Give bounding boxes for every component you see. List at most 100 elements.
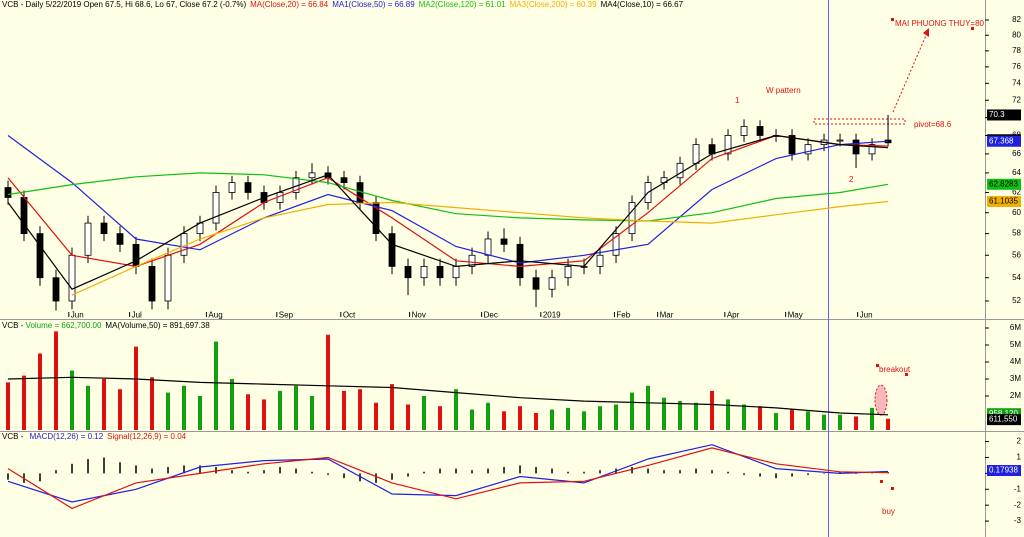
annotation: buy: [882, 507, 895, 516]
x-tick-label: Apr: [727, 311, 740, 320]
candle-body: [676, 162, 684, 179]
annotation: 1: [735, 96, 740, 105]
volume-bar: [278, 390, 283, 430]
candle-body: [868, 144, 876, 155]
marker: [971, 27, 974, 30]
y-tick-label: 3M: [1010, 374, 1021, 383]
volume-bar: [198, 395, 203, 430]
histogram-bar: [247, 471, 249, 474]
volume-bar: [678, 401, 683, 430]
histogram-bar: [407, 473, 409, 477]
y-tick-label: -1: [1014, 484, 1022, 493]
pivot-box: [813, 118, 906, 125]
histogram-bar: [631, 467, 633, 474]
value-box-label: 611,550: [989, 415, 1018, 424]
y-tick-label: 52: [1012, 296, 1021, 305]
arrow-head: [923, 28, 929, 37]
histogram-bar: [471, 470, 473, 474]
marker: [876, 364, 879, 367]
volume-bar: [118, 389, 123, 430]
x-tick-label: Feb: [616, 311, 630, 320]
volume-bar: [470, 409, 475, 430]
panel-title: VCB - Volume = 662,700.00 MA(Volume,50) =…: [2, 321, 210, 330]
candle-body: [708, 144, 716, 155]
ma-line: [7, 376, 889, 416]
candle-body: [164, 254, 172, 302]
panel-title: VCB - Daily 5/22/2019 Open 67.5, Hi 68.6…: [2, 0, 684, 9]
candle-body: [484, 238, 492, 256]
volume-bar: [662, 397, 667, 430]
candle-body: [132, 243, 140, 267]
volume-bar: [838, 414, 843, 430]
annotation: MAI PHUONG THUY=80: [895, 19, 985, 28]
value-box-label: 62.8283: [989, 179, 1018, 188]
histogram-bar: [759, 473, 761, 477]
volume-bar: [358, 389, 363, 430]
histogram-bar: [487, 468, 489, 474]
histogram-bar: [887, 472, 889, 474]
title-text: VCB -: [2, 432, 26, 441]
candle-body: [740, 126, 748, 136]
candle-body: [212, 192, 220, 224]
volume-bar: [582, 411, 587, 430]
volume-bar: [166, 392, 171, 430]
x-tick-label: Jul: [132, 311, 142, 320]
volume-bar: [102, 378, 107, 430]
candle-body: [788, 135, 796, 155]
volume-bar: [6, 382, 11, 430]
candle-body: [548, 277, 556, 290]
candle-body: [340, 177, 348, 184]
x-tick-label: Dec: [484, 311, 498, 320]
volume-bar: [534, 412, 539, 430]
candle-body: [228, 182, 236, 193]
histogram-bar: [151, 468, 153, 474]
volume-bar: [214, 341, 219, 430]
y-tick-label: -3: [1014, 516, 1022, 525]
annotation: breakout: [879, 365, 911, 374]
volume-bar: [310, 395, 315, 430]
volume-bar: [790, 409, 795, 430]
candle-body: [100, 222, 108, 235]
volume-bar: [646, 385, 651, 430]
volume-bar: [342, 390, 347, 430]
volume-bar: [614, 404, 619, 430]
histogram-bar: [183, 465, 185, 474]
legend-entry: MA4(Close,10) = 66.67: [601, 0, 684, 9]
candle-body: [36, 233, 44, 279]
volume-bar: [486, 402, 491, 430]
histogram-bar: [263, 470, 265, 474]
histogram-bar: [567, 471, 569, 474]
histogram-bar: [359, 473, 361, 482]
candle-body: [20, 197, 28, 235]
y-tick-label: 2M: [1010, 391, 1021, 400]
y-tick-label: 72: [1012, 95, 1021, 104]
volume-bar: [502, 411, 507, 430]
y-tick-label: -2: [1014, 500, 1022, 509]
marker: [891, 487, 894, 490]
histogram-bar: [663, 470, 665, 474]
candle-body: [4, 187, 12, 198]
histogram-bar: [583, 471, 585, 474]
y-tick-label: 6M: [1010, 323, 1021, 332]
candle-body: [628, 202, 636, 235]
histogram-bar: [551, 468, 553, 474]
y-tick-label: 5M: [1010, 340, 1021, 349]
histogram-bar: [823, 473, 825, 474]
histogram-bar: [807, 473, 809, 475]
histogram-bar: [135, 465, 137, 474]
marker: [905, 373, 908, 376]
candle-body: [52, 277, 60, 302]
volume-bar: [806, 411, 811, 430]
ma-line: [7, 447, 889, 510]
x-tick-label: Sep: [279, 311, 294, 320]
volume-bar: [246, 394, 251, 430]
annotation: W pattern: [766, 86, 801, 95]
histogram-bar: [711, 470, 713, 474]
volume-bar: [38, 353, 43, 430]
volume-bar: [454, 389, 459, 430]
histogram-bar: [647, 468, 649, 474]
x-tick-label: May: [788, 311, 803, 320]
x-tick-label: Oct: [343, 311, 356, 320]
ma-line: [71, 200, 889, 296]
